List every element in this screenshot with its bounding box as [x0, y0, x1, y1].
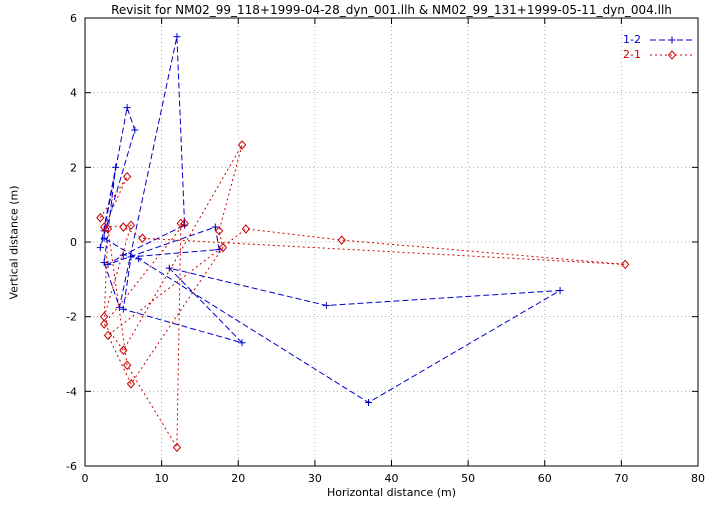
svg-text:80: 80: [691, 472, 705, 485]
svg-text:10: 10: [155, 472, 169, 485]
svg-text:-2: -2: [66, 311, 77, 324]
svg-text:20: 20: [231, 472, 245, 485]
svg-text:0: 0: [70, 236, 77, 249]
svg-text:-4: -4: [66, 385, 77, 398]
legend-sample-2-1-icon: [650, 49, 694, 60]
legend-sample-1-2-icon: [650, 36, 694, 43]
svg-text:30: 30: [308, 472, 322, 485]
y-axis-label: Vertical distance (m): [7, 185, 21, 300]
legend-item-1-2: 1-2: [623, 32, 695, 47]
x-axis-label: Horizontal distance (m): [326, 486, 457, 499]
legend-label-2-1: 2-1: [623, 48, 641, 61]
svg-text:0: 0: [82, 472, 89, 485]
svg-text:50: 50: [461, 472, 475, 485]
svg-text:-6: -6: [66, 460, 77, 473]
svg-text:60: 60: [538, 472, 552, 485]
svg-text:70: 70: [614, 472, 628, 485]
svg-text:2: 2: [70, 161, 77, 174]
chart-title: Revisit for NM02_99_118+1999-04-28_dyn_0…: [111, 3, 672, 17]
legend-item-2-1: 2-1: [623, 47, 695, 62]
svg-text:40: 40: [385, 472, 399, 485]
svg-text:6: 6: [70, 12, 77, 25]
svg-text:4: 4: [70, 87, 77, 100]
legend-label-1-2: 1-2: [623, 33, 641, 46]
legend: 1-2 2-1: [623, 32, 695, 62]
